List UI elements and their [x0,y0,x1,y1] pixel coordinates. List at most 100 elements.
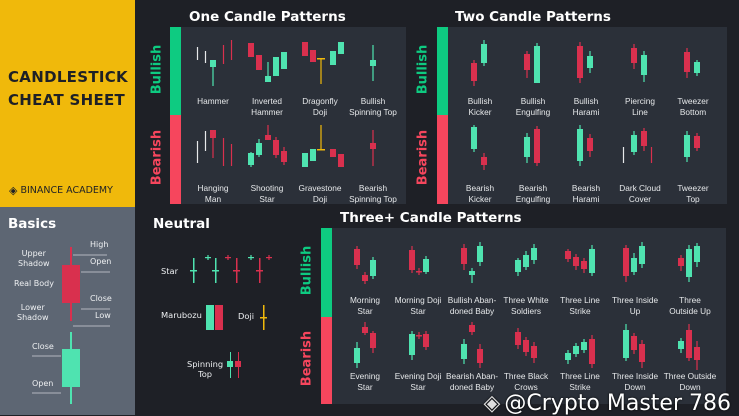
candles-graphic [623,242,645,282]
bearish-candle [577,46,583,78]
candle-wick [212,60,214,86]
pattern-label: Bearish Aban- doned Baby [445,371,499,392]
candles-graphic [196,40,233,86]
cheat-sheet-title: CANDLESTICK CHEAT SHEET [8,66,128,112]
pattern-bearish-evening-star: Evening Star [338,318,392,392]
candle-wick [267,62,269,82]
neutral-title: Neutral [153,216,210,232]
bearish-bar [437,115,448,204]
pattern-label: Dark Cloud Cover [619,183,661,204]
bearish-candle [587,138,593,151]
bullish-candle [354,348,360,363]
bearish-candle [471,63,477,81]
bearish-candle [631,336,637,350]
neutral-candle [205,51,206,63]
bullish-candle [248,153,254,165]
candles-graphic [684,48,700,78]
pattern-label: Bullish Kicker [467,96,493,117]
pattern-bearish-three-inside-down: Three Inside Down [608,318,662,392]
bullish-candle [531,248,537,260]
basics-panel: Basics High Open Close Low Upper Shadow … [0,207,135,415]
pattern-bullish-bullish-spinning-top: Bullish Spinning Top [346,38,400,117]
bearish-candle [423,334,429,347]
bullish-bar [321,228,332,317]
bullish-candle [587,56,593,68]
two-bearish-label: Bearish [415,129,431,186]
pattern-bullish-morning-star: Morning Star [338,238,392,316]
pattern-label: Morning Doji Star [394,295,442,316]
pattern-label: Bearish Harami [571,183,601,204]
candles-graphic [515,244,537,276]
bullish-bar [170,27,181,115]
candles-graphic [623,324,645,368]
pattern-bullish-dragonfly-doji: Dragonfly Doji [293,38,347,117]
neutral-candles [190,255,272,378]
bullish-candle [686,249,692,277]
candle-wick [320,125,322,150]
bullish-candle [639,246,645,264]
bearish-candle [248,43,254,57]
candles-graphic [196,130,233,166]
bearish-candle [684,52,690,72]
bearish-candle [281,151,287,162]
neutral-candle [197,141,198,163]
watermark-text: @Crypto Master 786 [504,391,731,416]
candles-graphic [370,130,376,166]
bullish-candle [302,153,308,167]
bearish-candle [330,149,336,157]
bearish-candle [573,257,579,266]
bearish-candle [565,251,571,259]
pattern-bearish-three-line-strike: Three Line Strike [553,318,607,392]
bullish-candle [623,330,629,358]
label-real-body: Real Body [14,279,54,288]
bearish-candle [524,54,530,70]
candles-graphic [565,335,595,368]
pattern-label: Evening Doji Star [394,371,442,392]
pattern-bearish-shooting-star: Shooting Star [240,125,294,204]
pattern-label: Three Black Crows [503,371,549,392]
label-spinning-top: Spinning Top [187,359,224,379]
pattern-label: Inverted Hammer [251,96,283,117]
three-bearish-label: Bearish [299,330,315,387]
bearish-bar [170,115,181,204]
three-candle-title: Three+ Candle Patterns [340,210,522,226]
candles-graphic [302,125,344,167]
binance-academy-logo: ◈ BINANCE ACADEMY [9,184,113,197]
bearish-candle [362,275,368,281]
pattern-bullish-bullish-engulfing: Bullish Engulfing [506,38,560,117]
bearish-candle [523,340,529,352]
bullish-candle [678,341,684,349]
bullish-candle [577,129,583,161]
pattern-bearish-hanging-man: Hanging Man [186,125,240,204]
bullish-candle [281,52,287,69]
bearish-candle [231,144,232,166]
pattern-bullish-piercing-line: Piercing Line [613,38,667,117]
bearish-candle [409,250,415,270]
candles-graphic [684,131,700,162]
label-upper-shadow: Upper Shadow [18,249,50,268]
label-low: Low [95,311,111,320]
pattern-bearish-bearish-kicker: Bearish Kicker [453,125,507,204]
bearish-candle [631,48,637,63]
bearish-candle [210,130,216,138]
pattern-label: Shooting Star [250,183,284,204]
pattern-bullish-three-white-soldiers: Three White Soldiers [499,238,553,316]
candle-wick [212,130,214,158]
bullish-candle [481,44,487,63]
bearish-candle [302,42,308,56]
pattern-bearish-bearish-harami: Bearish Harami [559,125,613,204]
bearish-candle [581,261,587,269]
label-close: Close [90,294,112,303]
pattern-bearish-three-black-crows: Three Black Crows [499,318,553,392]
pattern-bullish-three-outside-up: Three Outside Up [663,238,717,316]
bearish-candle [223,45,224,64]
pattern-label: Three Line Strike [560,295,600,316]
pattern-bullish-tweezer-bottom: Tweezer Bottom [666,38,720,117]
candles-graphic [302,42,344,84]
pattern-label: Evening Star [350,371,380,392]
pattern-label: Three Outside Down [663,371,717,392]
bearish-candle [477,349,483,363]
pattern-bullish-bullish-kicker: Bullish Kicker [453,38,507,117]
pattern-label: Three Outside Up [669,295,711,316]
pattern-label: Tweezer Top [677,183,709,204]
